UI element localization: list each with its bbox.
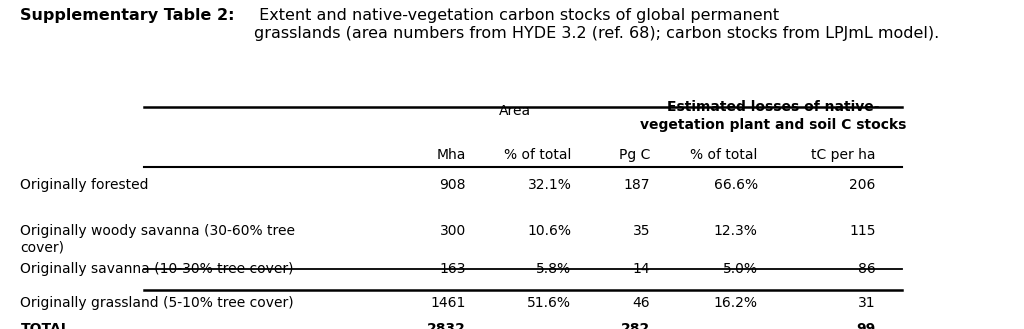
Text: 14: 14 [633,262,650,276]
Text: % of total: % of total [504,148,571,162]
Text: Mha: Mha [436,148,466,162]
Text: 300: 300 [439,224,466,238]
Text: tC per ha: tC per ha [811,148,876,162]
Text: 51.6%: 51.6% [527,296,571,310]
Text: 31: 31 [858,296,876,310]
Text: TOTAL: TOTAL [20,322,70,329]
Text: 206: 206 [849,178,876,192]
Text: Estimated losses of native-
vegetation plant and soil C stocks: Estimated losses of native- vegetation p… [640,100,906,132]
Text: Supplementary Table 2:: Supplementary Table 2: [20,8,234,23]
Text: 86: 86 [858,262,876,276]
Text: 115: 115 [849,224,876,238]
Text: 5.0%: 5.0% [723,262,758,276]
Text: 16.2%: 16.2% [714,296,758,310]
Text: Pg C: Pg C [618,148,650,162]
Text: Extent and native-vegetation carbon stocks of global permanent
grasslands (area : Extent and native-vegetation carbon stoc… [254,8,939,40]
Text: 99: 99 [856,322,876,329]
Text: 163: 163 [439,262,466,276]
Text: Originally grassland (5-10% tree cover): Originally grassland (5-10% tree cover) [20,296,294,310]
Text: 187: 187 [624,178,650,192]
Text: 5.8%: 5.8% [537,262,571,276]
Text: 32.1%: 32.1% [527,178,571,192]
Text: 10.6%: 10.6% [527,224,571,238]
Text: 282: 282 [621,322,650,329]
Text: 908: 908 [439,178,466,192]
Text: Area: Area [499,104,531,118]
Text: 46: 46 [633,296,650,310]
Text: 12.3%: 12.3% [714,224,758,238]
Text: Originally forested: Originally forested [20,178,148,192]
Text: 1461: 1461 [430,296,466,310]
Text: Originally woody savanna (30-60% tree
cover): Originally woody savanna (30-60% tree co… [20,224,296,254]
Text: 66.6%: 66.6% [714,178,758,192]
Text: % of total: % of total [690,148,758,162]
Text: 35: 35 [633,224,650,238]
Text: Originally savanna (10-30% tree cover): Originally savanna (10-30% tree cover) [20,262,294,276]
Text: 2832: 2832 [427,322,466,329]
